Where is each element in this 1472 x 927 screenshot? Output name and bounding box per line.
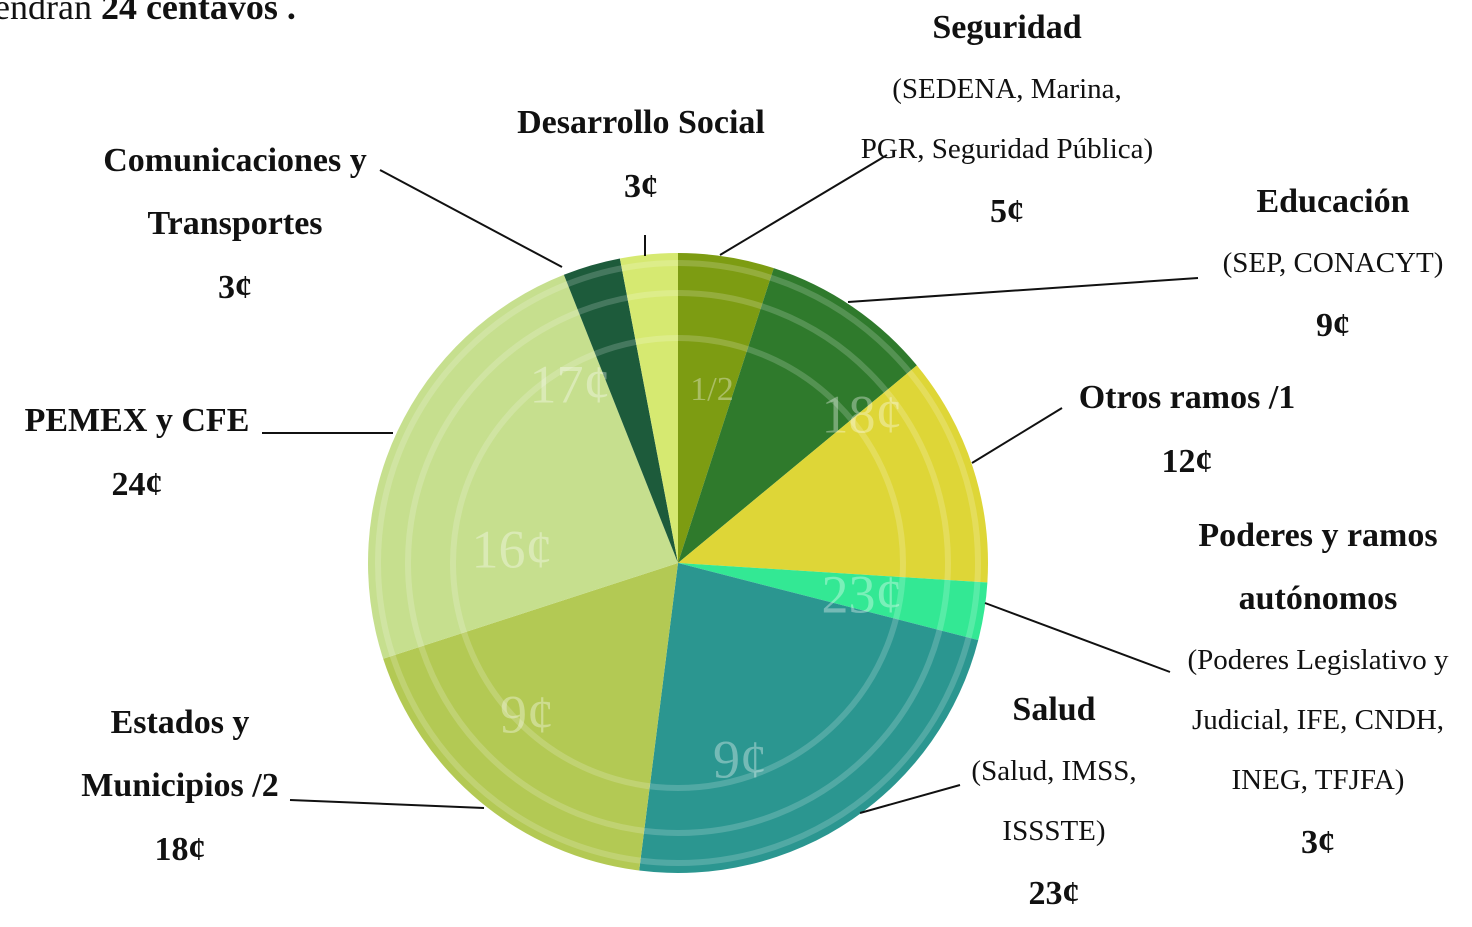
slice-label: Seguridad(SEDENA, Marina, PGR, Seguridad… [857,0,1157,245]
value-label: 5¢ [857,179,1157,245]
category-name: Educación [1183,170,1472,233]
coin-text: 9¢ [713,729,767,789]
category-name: Poderes y ramos autónomos [1168,504,1468,630]
leader-line [985,603,1170,672]
page: endrán 24 centavos . 17¢1/218¢16¢23¢9¢9¢… [0,0,1472,912]
leader-line [290,800,484,808]
category-detail: (SEP, CONACYT) [1183,233,1472,293]
category-name: Desarrollo Social [491,91,791,154]
coin-text: 23¢ [822,564,903,624]
category-detail: (SEDENA, Marina, PGR, Seguridad Pública) [857,59,1157,179]
coin-text: 16¢ [472,519,553,579]
slice-label: Salud(Salud, IMSS, ISSSTE)23¢ [954,678,1154,927]
leader-line [848,278,1198,302]
category-name: PEMEX y CFE [2,389,272,452]
value-label: 18¢ [65,817,295,883]
coin-text: 18¢ [822,384,903,444]
category-detail: (Poderes Legislativo y Judicial, IFE, CN… [1168,630,1468,810]
value-label: 3¢ [90,255,380,321]
category-name: Salud [954,678,1154,741]
category-name: Seguridad [857,0,1157,59]
value-label: 3¢ [1168,810,1468,876]
coin-text: 17¢ [530,354,611,414]
slice-label: Poderes y ramos autónomos(Poderes Legisl… [1168,504,1468,876]
value-label: 3¢ [491,154,791,220]
category-name: Estados y Municipios /2 [65,691,295,817]
category-detail: (Salud, IMSS, ISSSTE) [954,741,1154,861]
value-label: 24¢ [2,452,272,518]
value-label: 12¢ [1037,429,1337,495]
category-name: Comunicaciones y Transportes [90,129,380,255]
coin-text: 9¢ [500,684,554,744]
coin-text: 1/2 [690,371,733,408]
value-label: 9¢ [1183,293,1472,359]
slice-label: Educación(SEP, CONACYT)9¢ [1183,170,1472,359]
value-label: 23¢ [954,861,1154,927]
category-name: Otros ramos /1 [1037,366,1337,429]
